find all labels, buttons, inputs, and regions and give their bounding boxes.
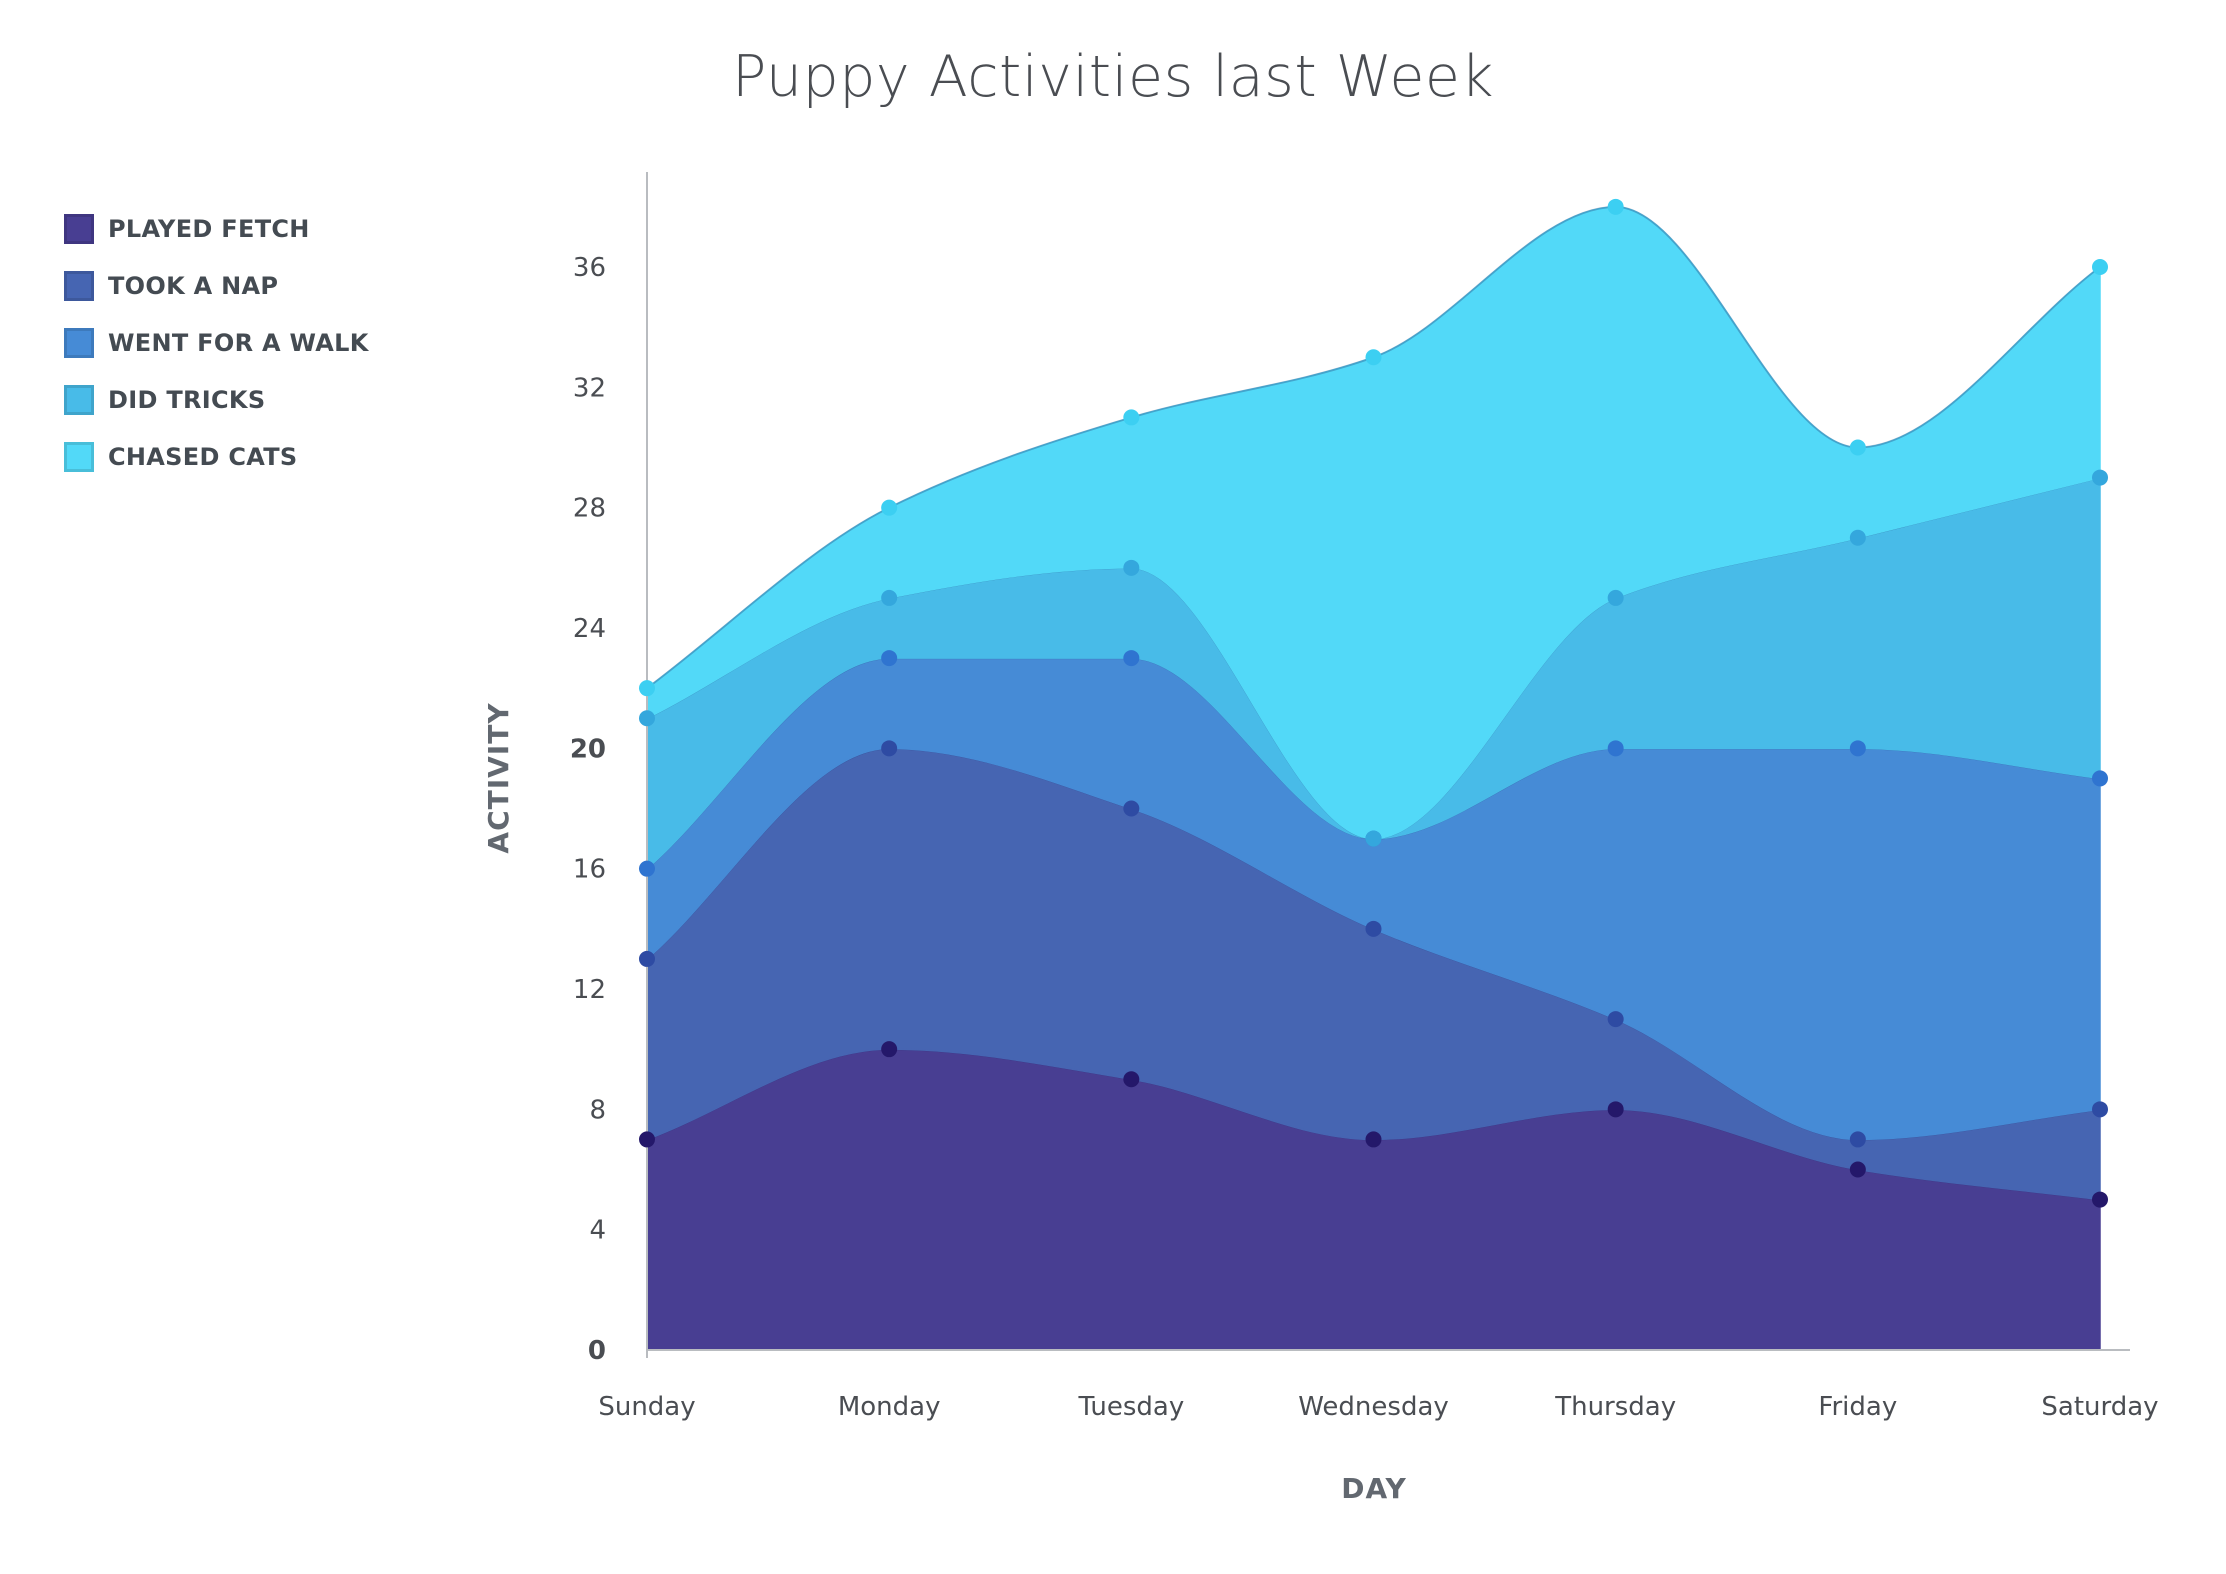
legend-swatch — [64, 384, 94, 415]
legend-swatch — [64, 441, 94, 472]
point-played-fetch-thursday — [1607, 1101, 1624, 1118]
point-chased-cats-sunday — [639, 680, 655, 697]
legend-swatch — [64, 213, 94, 244]
legend-item-did-tricks[interactable]: DID TRICKS — [64, 371, 369, 428]
legend-label: DID TRICKS — [108, 385, 266, 414]
y-tick-label: 0 — [588, 1336, 606, 1366]
x-tick-label: Sunday — [598, 1392, 695, 1422]
point-chased-cats-wednesday — [1365, 349, 1382, 366]
legend-label: CHASED CATS — [108, 442, 298, 471]
point-chased-cats-monday — [881, 499, 898, 516]
point-did-tricks-friday — [1849, 529, 1866, 546]
legend-label: PLAYED FETCH — [108, 214, 310, 243]
legend: PLAYED FETCH TOOK A NAP WENT FOR A WALK DID… — [64, 200, 369, 485]
y-tick-label: 28 — [573, 494, 606, 524]
legend-swatch — [64, 270, 94, 301]
point-took-a-nap-monday — [881, 740, 898, 757]
point-went-for-a-walk-thursday — [1607, 740, 1624, 757]
point-did-tricks-monday — [881, 589, 898, 606]
legend-item-played-fetch[interactable]: PLAYED FETCH — [64, 200, 369, 257]
chart-title: Puppy Activities last Week — [732, 44, 1494, 110]
x-tick-label: Saturday — [2041, 1392, 2158, 1422]
point-went-for-a-walk-tuesday — [1123, 650, 1140, 667]
point-did-tricks-wednesday — [1365, 830, 1382, 847]
point-chased-cats-friday — [1849, 439, 1866, 456]
point-took-a-nap-sunday — [639, 950, 655, 967]
point-played-fetch-saturday — [2092, 1191, 2108, 1208]
legend-label: TOOK A NAP — [108, 271, 279, 300]
point-did-tricks-sunday — [639, 710, 655, 727]
x-tick-label: Friday — [1818, 1392, 1897, 1422]
y-tick-label: 32 — [573, 373, 606, 403]
point-played-fetch-monday — [881, 1041, 898, 1058]
x-tick-label: Thursday — [1554, 1392, 1676, 1422]
point-took-a-nap-wednesday — [1365, 920, 1382, 937]
legend-item-went-for-a-walk[interactable]: WENT FOR A WALK — [64, 314, 369, 371]
point-played-fetch-friday — [1849, 1161, 1866, 1178]
y-tick-label: 8 — [589, 1095, 606, 1125]
legend-item-took-a-nap[interactable]: TOOK A NAP — [64, 257, 369, 314]
point-chased-cats-tuesday — [1123, 409, 1140, 426]
point-chased-cats-saturday — [2092, 259, 2108, 275]
legend-label: WENT FOR A WALK — [108, 328, 369, 357]
point-went-for-a-walk-friday — [1849, 740, 1866, 757]
point-took-a-nap-friday — [1849, 1131, 1866, 1148]
point-did-tricks-saturday — [2092, 469, 2108, 486]
point-took-a-nap-saturday — [2092, 1101, 2108, 1118]
point-played-fetch-tuesday — [1123, 1071, 1140, 1088]
point-took-a-nap-thursday — [1607, 1011, 1624, 1028]
point-took-a-nap-tuesday — [1123, 800, 1140, 817]
y-tick-label: 24 — [573, 614, 606, 644]
point-played-fetch-wednesday — [1365, 1131, 1382, 1148]
x-axis-title: DAY — [1341, 1472, 1407, 1505]
point-went-for-a-walk-monday — [881, 650, 898, 667]
point-played-fetch-sunday — [639, 1131, 655, 1148]
legend-swatch — [64, 327, 94, 358]
point-chased-cats-thursday — [1607, 198, 1624, 215]
y-tick-label: 36 — [573, 253, 606, 283]
legend-item-chased-cats[interactable]: CHASED CATS — [64, 428, 369, 485]
x-tick-label: Tuesday — [1077, 1392, 1184, 1422]
y-tick-label: 4 — [589, 1216, 606, 1246]
point-went-for-a-walk-saturday — [2092, 770, 2108, 787]
y-tick-label: 20 — [570, 734, 606, 764]
point-went-for-a-walk-sunday — [639, 860, 655, 877]
y-tick-label: 12 — [573, 975, 606, 1005]
y-tick-label: 16 — [573, 855, 606, 885]
y-axis-title: ACTIVITY — [482, 702, 515, 853]
x-tick-label: Monday — [838, 1392, 941, 1422]
point-did-tricks-thursday — [1607, 589, 1624, 606]
x-tick-label: Wednesday — [1298, 1392, 1449, 1422]
point-did-tricks-tuesday — [1123, 559, 1140, 576]
